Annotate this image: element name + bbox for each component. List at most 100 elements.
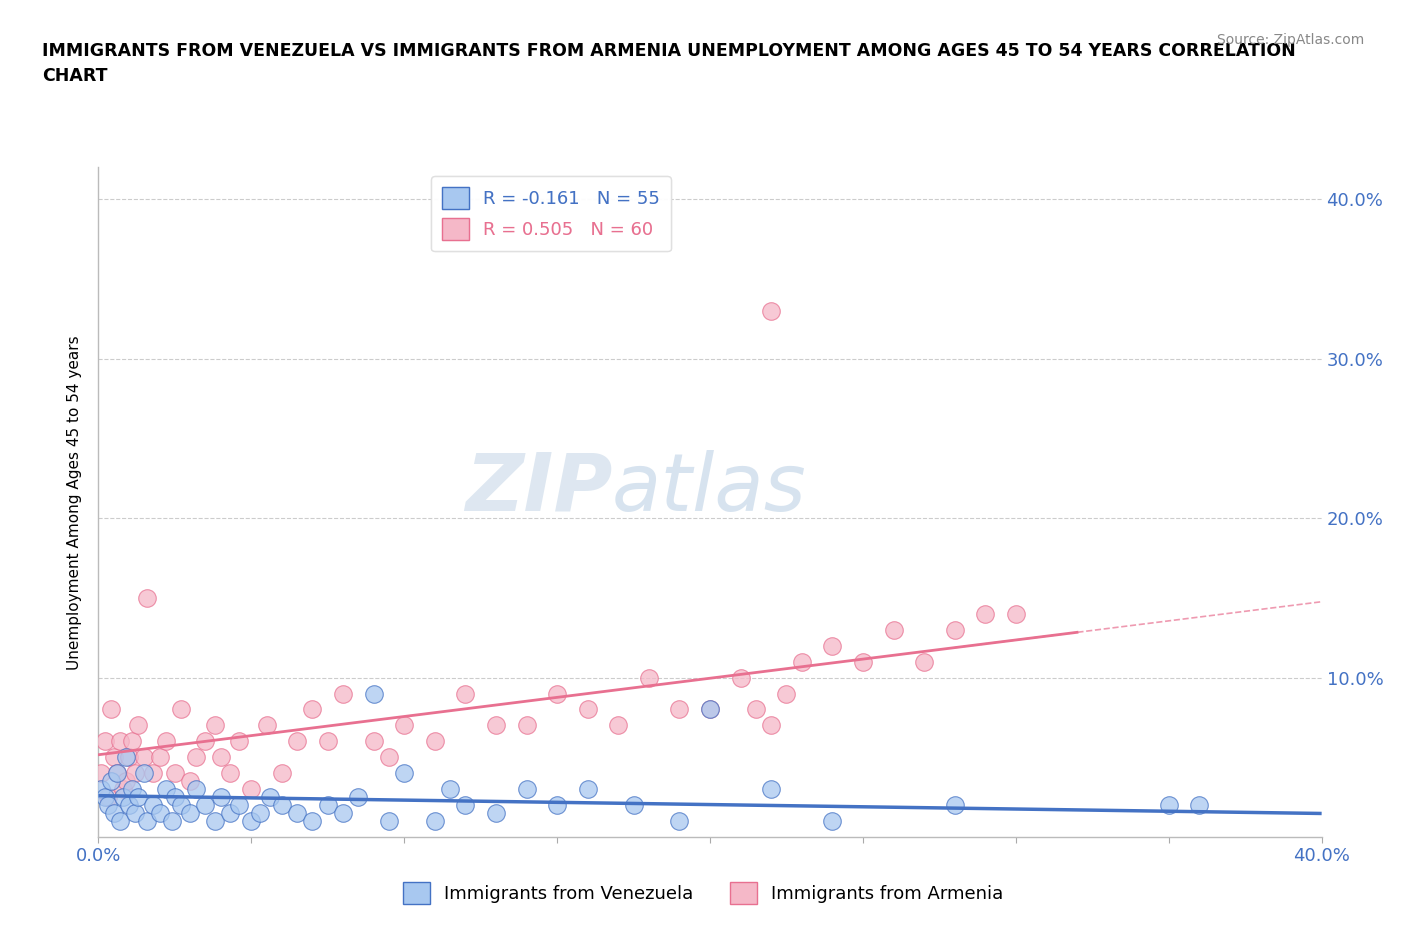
- Point: [332, 805, 354, 820]
- Point: [100, 702, 122, 717]
- Point: [194, 734, 217, 749]
- Point: [730, 671, 752, 685]
- Point: [912, 654, 935, 669]
- Point: [943, 622, 966, 637]
- Y-axis label: Unemployment Among Ages 45 to 54 years: Unemployment Among Ages 45 to 54 years: [67, 335, 83, 670]
- Text: IMMIGRANTS FROM VENEZUELA VS IMMIGRANTS FROM ARMENIA UNEMPLOYMENT AMONG AGES 45 : IMMIGRANTS FROM VENEZUELA VS IMMIGRANTS …: [42, 42, 1296, 85]
- Point: [204, 718, 226, 733]
- Point: [485, 805, 508, 820]
- Point: [111, 782, 134, 797]
- Point: [93, 734, 115, 749]
- Point: [160, 814, 183, 829]
- Point: [219, 805, 242, 820]
- Point: [155, 734, 177, 749]
- Point: [115, 774, 138, 789]
- Point: [163, 765, 186, 780]
- Point: [576, 702, 599, 717]
- Point: [155, 782, 177, 797]
- Point: [607, 718, 630, 733]
- Point: [97, 790, 120, 804]
- Point: [163, 790, 186, 804]
- Point: [347, 790, 370, 804]
- Point: [699, 702, 721, 717]
- Point: [179, 774, 201, 789]
- Point: [454, 798, 477, 813]
- Point: [392, 718, 416, 733]
- Point: [285, 734, 308, 749]
- Point: [134, 750, 156, 764]
- Point: [142, 765, 165, 780]
- Point: [637, 671, 661, 685]
- Point: [332, 686, 354, 701]
- Point: [127, 790, 149, 804]
- Point: [852, 654, 875, 669]
- Point: [142, 798, 165, 813]
- Point: [115, 750, 138, 764]
- Point: [118, 750, 141, 764]
- Point: [821, 814, 844, 829]
- Point: [194, 798, 217, 813]
- Point: [759, 303, 782, 318]
- Point: [170, 798, 193, 813]
- Point: [90, 782, 112, 797]
- Point: [775, 686, 797, 701]
- Point: [228, 734, 250, 749]
- Point: [454, 686, 477, 701]
- Point: [623, 798, 645, 813]
- Point: [423, 734, 446, 749]
- Point: [118, 798, 141, 813]
- Point: [485, 718, 508, 733]
- Point: [240, 782, 263, 797]
- Point: [378, 750, 401, 764]
- Point: [149, 805, 172, 820]
- Point: [136, 814, 159, 829]
- Point: [121, 734, 143, 749]
- Point: [439, 782, 461, 797]
- Point: [259, 790, 281, 804]
- Point: [759, 718, 782, 733]
- Legend: Immigrants from Venezuela, Immigrants from Armenia: Immigrants from Venezuela, Immigrants fr…: [395, 875, 1011, 911]
- Point: [285, 805, 308, 820]
- Point: [363, 734, 385, 749]
- Point: [270, 798, 292, 813]
- Point: [186, 750, 208, 764]
- Point: [124, 765, 146, 780]
- Point: [97, 798, 120, 813]
- Point: [821, 638, 844, 653]
- Point: [108, 814, 131, 829]
- Point: [124, 805, 146, 820]
- Point: [363, 686, 385, 701]
- Point: [316, 734, 339, 749]
- Point: [943, 798, 966, 813]
- Point: [105, 765, 128, 780]
- Point: [516, 718, 538, 733]
- Text: Source: ZipAtlas.com: Source: ZipAtlas.com: [1216, 33, 1364, 46]
- Point: [546, 686, 568, 701]
- Point: [186, 782, 208, 797]
- Point: [883, 622, 905, 637]
- Point: [668, 814, 690, 829]
- Point: [699, 702, 721, 717]
- Point: [516, 782, 538, 797]
- Point: [1157, 798, 1180, 813]
- Point: [121, 782, 143, 797]
- Point: [301, 702, 323, 717]
- Point: [90, 765, 112, 780]
- Point: [974, 606, 997, 621]
- Text: ZIP: ZIP: [465, 450, 612, 528]
- Point: [111, 790, 134, 804]
- Point: [378, 814, 401, 829]
- Legend: R = -0.161   N = 55, R = 0.505   N = 60: R = -0.161 N = 55, R = 0.505 N = 60: [432, 177, 671, 251]
- Point: [209, 790, 232, 804]
- Point: [219, 765, 242, 780]
- Point: [392, 765, 416, 780]
- Point: [127, 718, 149, 733]
- Point: [759, 782, 782, 797]
- Point: [668, 702, 690, 717]
- Point: [546, 798, 568, 813]
- Point: [105, 765, 128, 780]
- Point: [204, 814, 226, 829]
- Text: atlas: atlas: [612, 450, 807, 528]
- Point: [745, 702, 768, 717]
- Point: [134, 765, 156, 780]
